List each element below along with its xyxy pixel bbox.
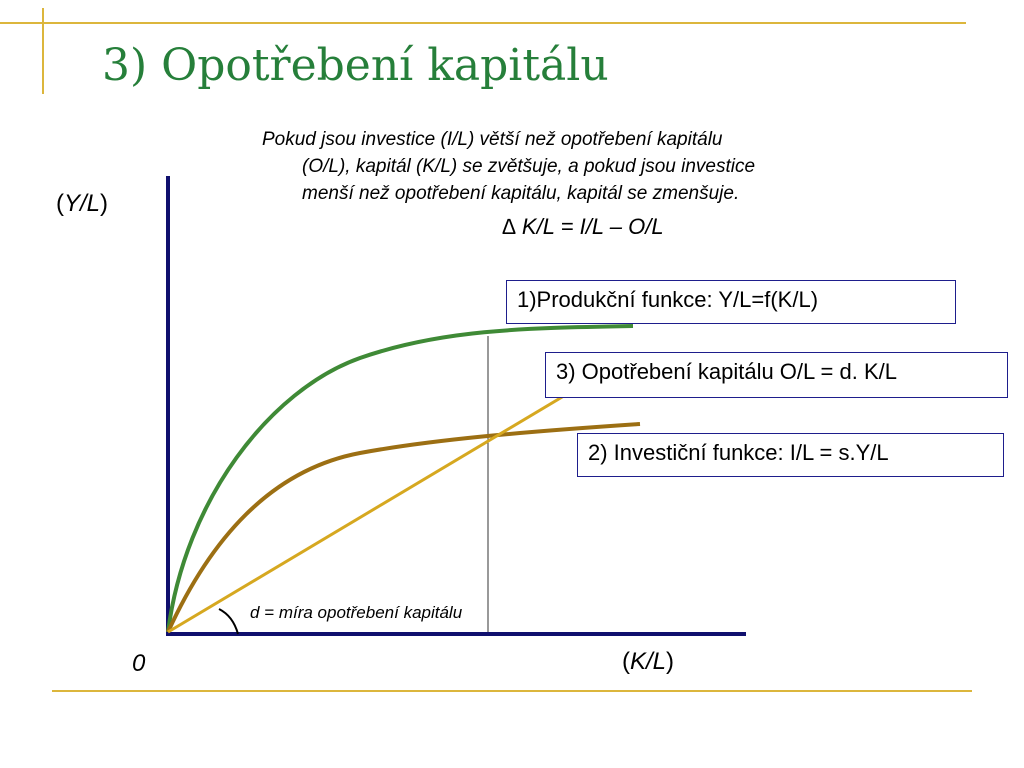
description-text: Pokud jsou investice (I/L) větší než opo… — [262, 126, 906, 207]
depreciation-line — [167, 370, 605, 634]
x-axis-label-text: K/L — [630, 648, 667, 675]
frame-bottom-rule — [52, 690, 972, 692]
investment-curve — [166, 422, 641, 633]
description-line-1: Pokud jsou investice (I/L) větší než opo… — [262, 129, 723, 150]
production-function-label: 1)Produkční funkce: Y/L=f(K/L) — [506, 280, 956, 324]
y-axis-label: (Y/L) — [56, 190, 108, 218]
description-line-3: menší než opotřebení kapitálu, kapitál s… — [302, 183, 740, 204]
y-axis-label-text: Y/L — [64, 190, 101, 217]
x-axis-label: (K/L) — [622, 648, 674, 676]
y-axis-label-open-paren: ( — [56, 190, 64, 217]
investment-function-label: 2) Investiční funkce: I/L = s.Y/L — [577, 433, 1004, 477]
y-axis-label-close-paren: ) — [100, 190, 109, 217]
depreciation-label: 3) Opotřebení kapitálu O/L = d. K/L — [545, 352, 1008, 398]
description-line-2: (O/L), kapitál (K/L) se zvětšuje, a poku… — [302, 156, 756, 177]
capital-change-formula: ∆ K/L = I/L – O/L — [502, 214, 664, 239]
production-curve — [166, 324, 634, 633]
frame-left-rule — [42, 8, 44, 94]
x-axis-label-close-paren: ) — [666, 648, 675, 675]
origin-label: 0 — [132, 650, 146, 677]
frame-top-rule — [0, 22, 966, 24]
x-axis-label-open-paren: ( — [622, 648, 630, 675]
angle-arc — [218, 608, 239, 635]
slide-title: 3) Opotřebení kapitálu — [102, 40, 609, 91]
depreciation-rate-annotation: d = míra opotřebení kapitálu — [250, 603, 463, 622]
